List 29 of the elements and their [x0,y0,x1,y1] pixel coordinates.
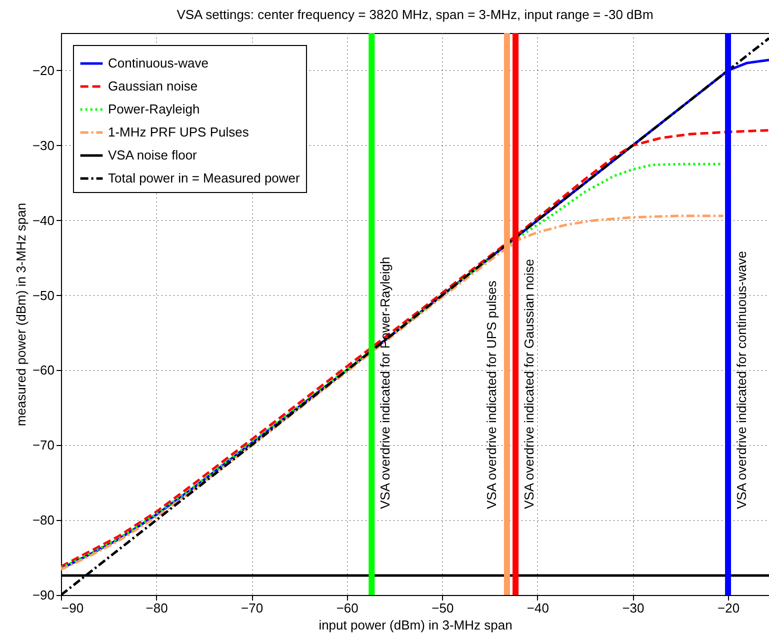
y-tick-label: −30 [32,138,54,153]
x-tick-label: −70 [241,600,264,616]
legend-label: 1-MHz PRF UPS Pulses [108,124,250,140]
x-tick-label: −20 [717,600,740,616]
legend-label: VSA noise floor [108,148,198,162]
ref-line-label: VSA overdrive indicated for continuous-wave [734,251,750,509]
y-tick-label: −20 [32,62,54,78]
x-tick-label: −90 [62,600,84,616]
chart-title: VSA settings: center frequency = 3820 MHz, span = 3-MHz, input range = -30 dBm [176,7,654,22]
y-tick-label: −40 [32,212,54,228]
y-tick-label: −50 [32,288,54,303]
x-tick-label: −50 [432,600,454,616]
legend-label: Power-Rayleigh [108,102,200,116]
ref-line-label: VSA overdrive indicated for Gaussian noise [522,258,537,509]
y-axis-title: measured power (dBm) in 3-MHz span [13,202,28,426]
y-tick-label: −90 [32,588,54,602]
x-tick-label: −30 [622,600,644,616]
y-tick-label: −80 [32,512,54,528]
x-tick-label: −40 [526,600,549,616]
legend-label: Total power in = Measured power [108,170,301,186]
legend-label: Gaussian noise [108,78,198,94]
ref-line-label: VSA overdrive indicated for Power-Rayleigh [378,256,393,509]
legend-label: Continuous-wave [108,56,208,70]
x-axis-title: input power (dBm) in 3-MHz span [318,618,512,632]
x-tick-label: −60 [336,600,358,616]
y-tick-label: −60 [32,362,54,378]
y-tick-label: −70 [32,438,54,453]
x-tick-label: −80 [146,600,168,616]
ref-line-label: VSA overdrive indicated for UPS pulses [484,280,499,509]
